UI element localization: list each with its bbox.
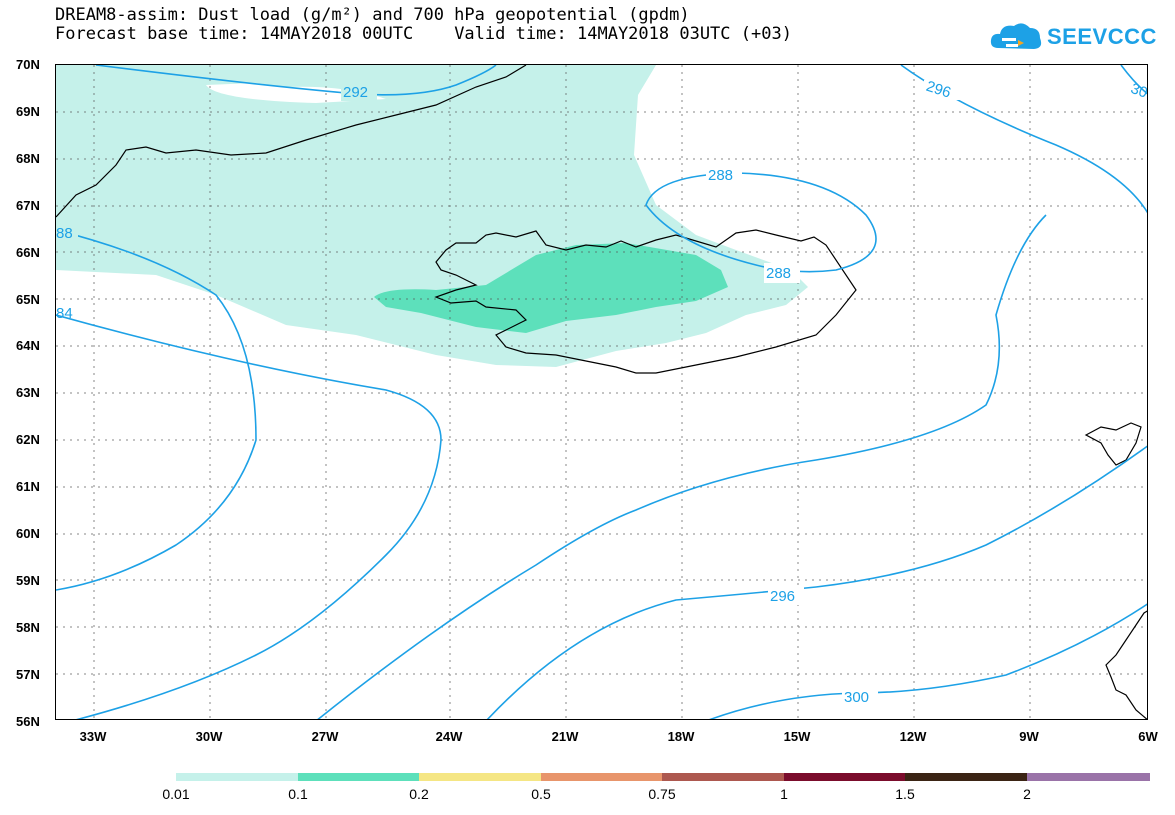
colorbar-swatch	[176, 773, 298, 781]
latitude-label: 62N	[16, 432, 40, 448]
colorbar-label: 0.1	[288, 786, 308, 802]
title-line-1: DREAM8-assim: Dust load (g/m²) and 700 h…	[55, 5, 690, 25]
grid-lines	[56, 65, 1147, 719]
faroe-coast	[1084, 422, 1142, 466]
iceland-coast	[434, 229, 857, 374]
contour-label: 288	[708, 167, 733, 184]
contour-284	[56, 314, 442, 719]
contour-label: 296	[770, 588, 795, 605]
greenland-coast	[56, 65, 527, 218]
longitude-label: 9W	[1019, 729, 1039, 744]
cloud-icon	[990, 23, 1042, 49]
longitude-label: 24W	[435, 729, 463, 744]
latitude-label: 58N	[16, 619, 40, 635]
contour-296-mid	[317, 214, 1047, 719]
latitude-label: 64N	[16, 338, 40, 354]
forecast-base-time: Forecast base time: 14MAY2018 00UTC	[55, 24, 414, 44]
scotland-coast	[1105, 610, 1147, 719]
contour-label: 296	[924, 78, 953, 102]
contour-label: 300	[844, 689, 869, 706]
colorbar	[176, 773, 1150, 781]
colorbar-label: 2	[1023, 786, 1031, 802]
longitude-label: 12W	[899, 729, 927, 744]
colorbar-swatch	[662, 773, 784, 781]
map-title: DREAM8-assim: Dust load (g/m²) and 700 h…	[55, 6, 792, 44]
dust-area-low	[56, 65, 808, 367]
latitude-label: 59N	[16, 572, 40, 588]
longitude-label: 6W	[1138, 729, 1158, 744]
contour-label: 292	[343, 84, 368, 101]
longitude-label: 30W	[195, 729, 223, 744]
latitude-label: 67N	[16, 197, 40, 213]
latitude-label: 65N	[16, 291, 40, 307]
latitude-label: 60N	[16, 526, 40, 541]
contour-label: 84	[56, 305, 73, 322]
contour-label: 288	[766, 265, 791, 282]
coastlines	[56, 65, 1147, 719]
valid-time: Valid time: 14MAY2018 03UTC (+03)	[454, 24, 792, 44]
contour-296-low	[486, 445, 1147, 719]
longitude-label: 27W	[311, 729, 339, 744]
longitude-label: 21W	[551, 729, 579, 744]
colorbar-swatch	[784, 773, 905, 781]
contour-label: 30	[1128, 80, 1148, 102]
longitude-label: 18W	[667, 729, 695, 744]
latitude-label: 61N	[16, 479, 40, 495]
longitude-label: 15W	[783, 729, 811, 744]
colorbar-swatch	[541, 773, 662, 781]
dust-area-mid	[374, 243, 728, 333]
colorbar-label: 1.5	[895, 786, 915, 802]
contour-30-edge	[1120, 65, 1147, 95]
latitude-label: 69N	[16, 103, 40, 119]
latitude-label: 57N	[16, 666, 40, 682]
latitude-label: 68N	[16, 150, 40, 166]
colorbar-swatch	[905, 773, 1027, 781]
contour-label: 88	[56, 225, 73, 242]
colorbar-label: 0.5	[531, 786, 551, 802]
colorbar-label: 0.75	[648, 786, 676, 802]
map-canvas: 292 296 30 288 288 88 84 296 300	[56, 65, 1148, 719]
colorbar-label: 0.2	[409, 786, 429, 802]
latitude-label: 66N	[16, 244, 40, 260]
logo-text: SEEVCCC	[1047, 24, 1157, 49]
latitude-label: 70N	[16, 57, 40, 72]
colorbar-swatch	[298, 773, 419, 781]
longitude-label: 33W	[79, 729, 107, 744]
contour-288-west	[56, 229, 257, 591]
map-area[interactable]: 292 296 30 288 288 88 84 296 300	[55, 64, 1148, 720]
colorbar-label: 0.01	[162, 786, 190, 802]
latitude-label: 63N	[16, 385, 40, 401]
contour-300	[709, 603, 1147, 719]
colorbar-label: 1	[780, 786, 788, 802]
colorbar-swatch	[419, 773, 541, 781]
latitude-label: 56N	[16, 713, 40, 729]
colorbar-swatch	[1027, 773, 1150, 781]
